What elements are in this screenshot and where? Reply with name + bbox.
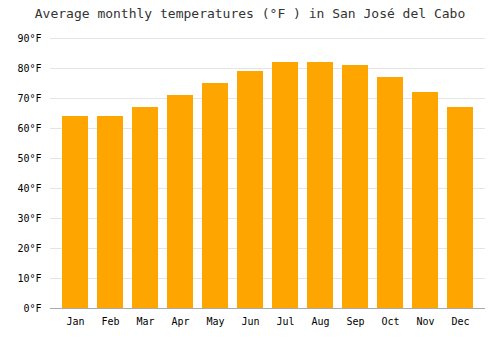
svg-text:10°F: 10°F xyxy=(17,273,41,284)
svg-text:0°F: 0°F xyxy=(23,303,41,314)
svg-text:90°F: 90°F xyxy=(17,33,41,44)
svg-text:Oct: Oct xyxy=(381,316,399,327)
svg-text:Jul: Jul xyxy=(276,316,294,327)
svg-text:Jan: Jan xyxy=(66,316,84,327)
svg-text:Aug: Aug xyxy=(311,316,329,327)
svg-text:60°F: 60°F xyxy=(17,123,41,134)
html-text:Average monthly temperatures (: Average monthly temperatures (°F ) in Sa… xyxy=(34,6,466,21)
svg-text:30°F: 30°F xyxy=(17,213,41,224)
svg-text:80°F: 80°F xyxy=(17,63,41,74)
svg-text:20°F: 20°F xyxy=(17,243,41,254)
svg-text:May: May xyxy=(206,316,224,327)
svg-text:Feb: Feb xyxy=(101,316,119,327)
svg-text:Mar: Mar xyxy=(136,316,154,327)
svg-text:Apr: Apr xyxy=(171,316,189,327)
svg-text:40°F: 40°F xyxy=(17,183,41,194)
svg-text:Dec: Dec xyxy=(451,316,469,327)
svg-text:Nov: Nov xyxy=(416,316,434,327)
svg-text:Jun: Jun xyxy=(241,316,259,327)
svg-text:50°F: 50°F xyxy=(17,153,41,164)
svg-text:Sep: Sep xyxy=(346,316,364,327)
svg-text:70°F: 70°F xyxy=(17,93,41,104)
